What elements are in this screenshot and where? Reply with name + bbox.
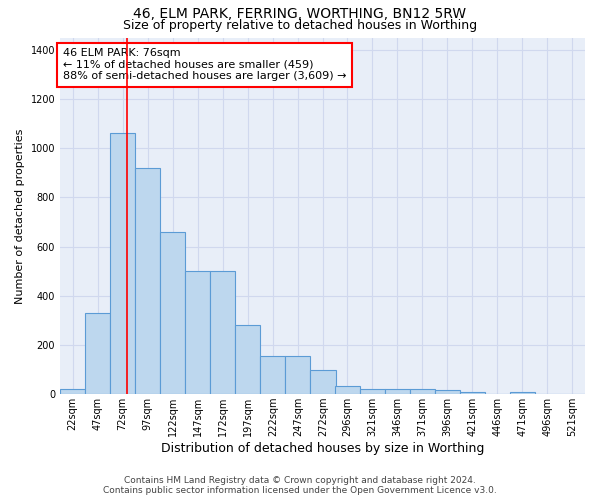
Bar [85, 313, 110, 394]
Bar [510, 392, 535, 394]
Bar [211, 271, 235, 394]
Bar [260, 356, 286, 394]
Text: 46 ELM PARK: 76sqm
← 11% of detached houses are smaller (459)
88% of semi-detach: 46 ELM PARK: 76sqm ← 11% of detached hou… [62, 48, 346, 82]
Bar [410, 389, 435, 394]
Bar [60, 389, 85, 394]
Bar [135, 168, 160, 394]
Text: Contains HM Land Registry data © Crown copyright and database right 2024.
Contai: Contains HM Land Registry data © Crown c… [103, 476, 497, 495]
Bar [286, 356, 310, 394]
Y-axis label: Number of detached properties: Number of detached properties [15, 128, 25, 304]
Bar [235, 326, 260, 394]
Text: Size of property relative to detached houses in Worthing: Size of property relative to detached ho… [123, 19, 477, 32]
Bar [110, 134, 135, 394]
Bar [335, 386, 359, 394]
Bar [385, 389, 410, 394]
Bar [435, 390, 460, 394]
Bar [160, 232, 185, 394]
Bar [359, 389, 385, 394]
Bar [310, 370, 335, 394]
Text: 46, ELM PARK, FERRING, WORTHING, BN12 5RW: 46, ELM PARK, FERRING, WORTHING, BN12 5R… [133, 8, 467, 22]
Bar [185, 271, 211, 394]
Bar [460, 392, 485, 394]
X-axis label: Distribution of detached houses by size in Worthing: Distribution of detached houses by size … [161, 442, 484, 455]
